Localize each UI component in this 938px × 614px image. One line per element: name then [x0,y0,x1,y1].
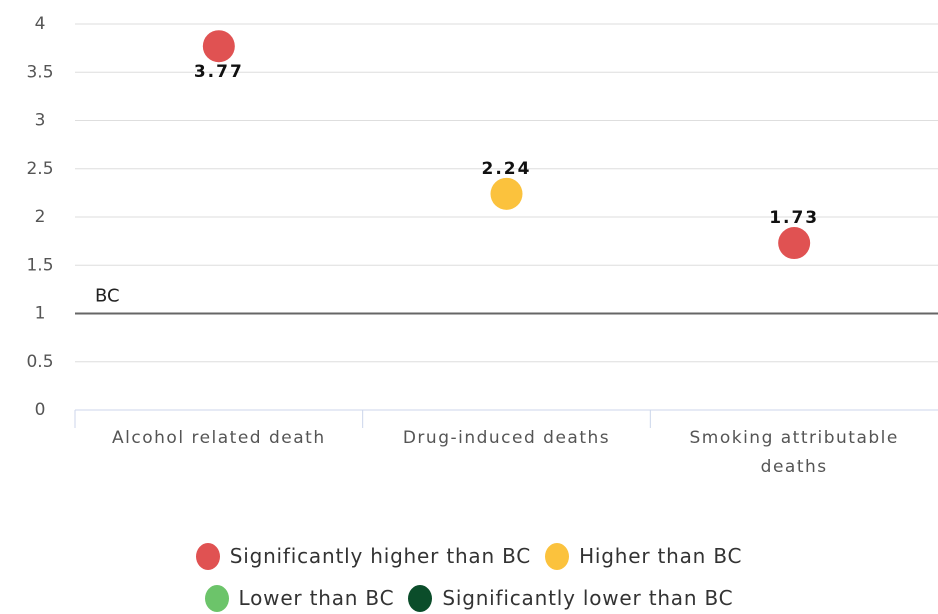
legend: Significantly higher than BC Higher than … [119,540,819,614]
y-tick-label: 3.5 [26,62,53,82]
y-tick-label: 3 [35,111,46,131]
data-label: 3.77 [194,62,244,82]
legend-label: Lower than BC [238,586,395,610]
y-tick-label: 1 [35,304,46,324]
marker [202,30,235,63]
y-tick-label: 0 [35,400,46,420]
legend-swatch [195,542,220,570]
legend-swatch [204,584,229,612]
marker [490,177,523,210]
marker [778,227,811,260]
y-tick-label: 2 [35,207,46,227]
legend-item: Significantly lower than BC [408,582,733,614]
x-tick-label: Alcohol related death [112,428,326,448]
legend-swatch [408,584,433,612]
chart: 0 0.5 1 1.5 2 2.5 3 3.5 4 BC 3.77 2.24 1.73 [26,14,938,428]
y-tick-label: 0.5 [26,352,53,372]
x-tick-label: Smoking attributable deaths [689,428,899,477]
legend-label: Higher than BC [579,544,743,568]
legend-item: Higher than BC [545,540,742,572]
legend-label: Significantly higher than BC [229,544,532,568]
legend-item: Significantly higher than BC [195,540,532,572]
data-label: 1.73 [769,208,819,228]
legend-label: Significantly lower than BC [442,586,734,610]
y-tick-label: 1.5 [26,255,53,275]
y-tick-label: 4 [35,14,46,34]
reference-label: BC [95,286,120,307]
y-tick-label: 2.5 [26,159,53,179]
legend-item: Lower than BC [204,582,395,614]
x-tick-label: Drug-induced deaths [402,428,611,448]
legend-swatch [545,542,570,570]
data-label: 2.24 [482,159,532,179]
